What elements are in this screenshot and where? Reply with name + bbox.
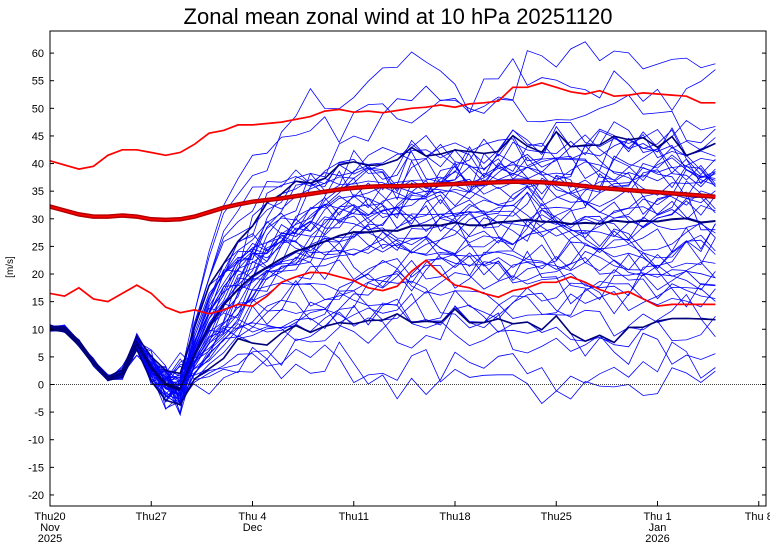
x-tick-label: Thu 4 Dec — [238, 511, 266, 534]
ensemble-member-line — [49, 325, 716, 405]
ensemble-member-line — [49, 186, 716, 416]
ensemble-member-line — [49, 208, 716, 404]
y-axis-label: [m/s] — [5, 256, 16, 278]
y-tick-label: 5 — [38, 352, 44, 364]
x-tick-label: Thu11 — [339, 511, 369, 523]
clim-mean-line — [49, 181, 716, 221]
y-tick-label: 60 — [32, 48, 44, 60]
y-tick-label: -20 — [28, 490, 44, 502]
ensemble-member-line — [49, 127, 716, 417]
x-tick-label: Thu18 — [439, 511, 470, 523]
ensemble-member-line — [49, 133, 716, 410]
plot-frame — [49, 30, 767, 507]
x-tick-label: Thu 8 — [745, 511, 770, 523]
y-tick-label: 50 — [32, 103, 44, 115]
ensemble-member-line — [49, 157, 716, 383]
ensemble-member-line — [50, 51, 716, 415]
ensemble-member-line — [49, 270, 716, 404]
y-tick-label: 35 — [32, 186, 44, 198]
y-tick-label: 30 — [32, 214, 44, 226]
ensemble-member-line — [49, 298, 716, 409]
y-tick-label: 25 — [32, 241, 44, 253]
y-tick-label: -15 — [28, 462, 44, 474]
ensemble-low-line — [49, 307, 716, 406]
ensemble-bundle-line — [49, 326, 181, 392]
ensemble-member-line — [49, 129, 716, 390]
ensemble-member-line — [50, 225, 716, 383]
x-tick-label: Thu27 — [136, 511, 167, 523]
clim-upper-line — [49, 82, 716, 170]
ensemble-member-line — [49, 145, 716, 399]
y-tick-label: 45 — [32, 131, 44, 143]
ensemble-member-line — [49, 224, 716, 394]
climatology-lines — [49, 82, 716, 315]
chart-title: Zonal mean zonal wind at 10 hPa 20251120 — [184, 4, 613, 29]
y-tick-label: 0 — [38, 379, 44, 391]
x-tick-label: Thu 1 Jan 2026 — [643, 511, 671, 545]
x-tick-label: Thu20 Nov 2025 — [34, 511, 65, 545]
ensemble-members — [49, 41, 716, 417]
ensemble-member-line — [49, 152, 716, 397]
y-tick-label: 10 — [32, 324, 44, 336]
axes: -20 -15 -10 -5 0 5 10 15 20 25 30 35 40 45 50 55 60 Thu20… — [28, 30, 770, 545]
ensemble-member-line — [49, 167, 716, 385]
y-tick-label: -10 — [28, 435, 44, 447]
y-tick-label: 40 — [32, 159, 44, 171]
ensemble-high-line — [49, 130, 716, 378]
x-tick-label: Thu25 — [541, 511, 572, 523]
ensemble-member-line — [49, 269, 716, 382]
clim-lower-line — [49, 259, 716, 315]
y-tick-label: 55 — [32, 76, 44, 88]
y-tick-label: -5 — [34, 407, 44, 419]
y-tick-label: 20 — [32, 269, 44, 281]
y-tick-label: 15 — [32, 297, 44, 309]
ensemble-member-line — [49, 253, 716, 394]
